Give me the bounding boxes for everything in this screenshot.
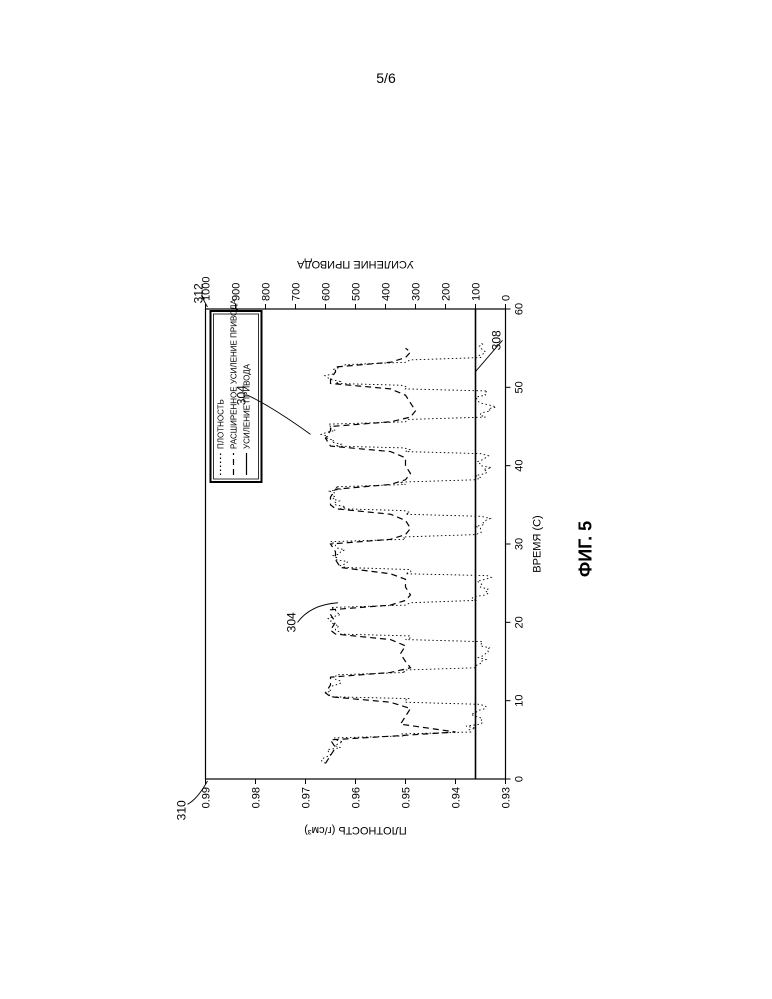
svg-text:РАСШИРЕННОЕ УСИЛЕНИЕ ПРИВОДА: РАСШИРЕННОЕ УСИЛЕНИЕ ПРИВОДА (230, 299, 239, 449)
svg-text:30: 30 (514, 538, 526, 550)
svg-text:0.94: 0.94 (451, 787, 463, 808)
svg-text:0.96: 0.96 (351, 787, 363, 808)
svg-text:40: 40 (514, 460, 526, 472)
svg-text:0.93: 0.93 (501, 787, 513, 808)
svg-text:0.97: 0.97 (301, 787, 313, 808)
svg-text:0.98: 0.98 (251, 787, 263, 808)
chart-svg: 01020304050600.930.940.950.960.970.980.9… (176, 249, 566, 849)
svg-text:0.95: 0.95 (401, 787, 413, 808)
svg-text:800: 800 (261, 283, 273, 301)
svg-text:300: 300 (411, 283, 423, 301)
svg-text:700: 700 (291, 283, 303, 301)
svg-text:УСИЛЕНИЕ ПРИВОДА: УСИЛЕНИЕ ПРИВОДА (243, 364, 252, 450)
svg-text:ВРЕМЯ (С): ВРЕМЯ (С) (532, 516, 544, 573)
page-number: 5/6 (0, 70, 772, 86)
svg-text:0.99: 0.99 (201, 787, 213, 808)
svg-text:304: 304 (235, 385, 249, 405)
svg-text:ПЛОТНОСТЬ: ПЛОТНОСТЬ (217, 400, 226, 450)
svg-text:600: 600 (321, 283, 333, 301)
svg-text:50: 50 (514, 382, 526, 394)
svg-text:УСИЛЕНИЕ ПРИВОДА: УСИЛЕНИЕ ПРИВОДА (296, 258, 414, 270)
svg-text:10: 10 (514, 695, 526, 707)
svg-text:500: 500 (351, 283, 363, 301)
svg-text:200: 200 (441, 283, 453, 301)
svg-text:312: 312 (192, 283, 206, 303)
figure-rotated-container: 01020304050600.930.940.950.960.970.980.9… (176, 249, 597, 849)
svg-text:0: 0 (514, 776, 526, 782)
svg-text:20: 20 (514, 617, 526, 629)
svg-text:304: 304 (285, 612, 299, 632)
svg-text:100: 100 (471, 283, 483, 301)
figure-caption: ФИГ. 5 (576, 249, 597, 849)
svg-text:0: 0 (501, 295, 513, 301)
svg-text:310: 310 (176, 800, 189, 820)
svg-text:400: 400 (381, 283, 393, 301)
figure: 01020304050600.930.940.950.960.970.980.9… (176, 249, 597, 849)
svg-text:ПЛОТНОСТЬ (г/см³): ПЛОТНОСТЬ (г/см³) (304, 824, 407, 836)
svg-text:60: 60 (514, 303, 526, 315)
